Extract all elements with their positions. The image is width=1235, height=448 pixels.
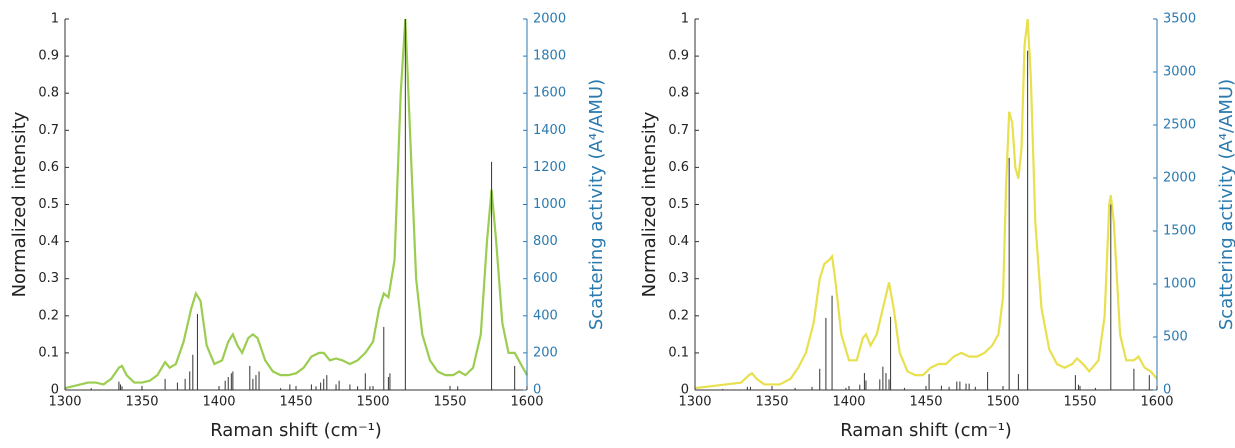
y2-tick-label: 1800 <box>533 49 566 64</box>
y-tick-label: 0.2 <box>38 308 59 323</box>
y2-tick-label: 500 <box>1163 330 1188 345</box>
x-tick-label: 1350 <box>125 395 158 410</box>
y-tick-label: 0.5 <box>668 197 689 212</box>
y-tick-label: 0.5 <box>38 197 59 212</box>
x-tick-label: 1550 <box>433 395 466 410</box>
y2-tick-label: 1600 <box>533 86 566 101</box>
y2-tick-label: 400 <box>533 308 558 323</box>
x-axis-label: Raman shift (cm⁻¹) <box>210 420 382 441</box>
y2-tick-label: 0 <box>533 383 541 398</box>
y-tick-label: 0.7 <box>38 123 59 138</box>
y-tick-label: 0 <box>51 383 59 398</box>
x-tick-label: 1300 <box>48 395 81 410</box>
y-tick-label: 0.2 <box>668 308 689 323</box>
y-tick-label: 0.8 <box>668 86 689 101</box>
y2-tick-label: 1000 <box>533 197 566 212</box>
spectrum-line <box>694 18 1158 390</box>
y2-tick-label: 600 <box>533 271 558 286</box>
y-axis-label: Normalized intensity <box>9 111 30 297</box>
x-tick-label: 1450 <box>279 395 312 410</box>
y-tick-label: 0.6 <box>38 160 59 175</box>
y-tick-label: 1 <box>681 12 689 27</box>
y2-tick-label: 1500 <box>1163 224 1196 239</box>
y2-tick-label: 2500 <box>1163 118 1196 133</box>
y2-tick-label: 1200 <box>533 160 566 175</box>
x-tick-label: 1500 <box>986 395 1019 410</box>
x-axis-label: Raman shift (cm⁻¹) <box>840 420 1012 441</box>
y-tick-label: 0.8 <box>38 86 59 101</box>
x-tick-label: 1450 <box>909 395 942 410</box>
y2-axis-label: Scattering activity (A⁴/AMU) <box>586 79 607 330</box>
x-tick-label: 1500 <box>356 395 389 410</box>
x-tick-label: 1400 <box>202 395 235 410</box>
x-tick-label: 1300 <box>678 395 711 410</box>
y-tick-label: 0.1 <box>668 345 689 360</box>
x-tick-label: 1350 <box>755 395 788 410</box>
y2-tick-label: 3500 <box>1163 12 1196 27</box>
y2-tick-label: 1000 <box>1163 277 1196 292</box>
y2-tick-label: 200 <box>533 345 558 360</box>
y-tick-label: 0.3 <box>668 271 689 286</box>
y-tick-label: 0.7 <box>668 123 689 138</box>
y2-axis-label: Scattering activity (A⁴/AMU) <box>1216 79 1235 330</box>
y2-tick-label: 800 <box>533 234 558 249</box>
spectrum-line <box>64 18 528 390</box>
y-tick-label: 0.4 <box>38 234 59 249</box>
y-tick-label: 0 <box>681 383 689 398</box>
y-tick-label: 0.9 <box>668 49 689 64</box>
x-tick-label: 1400 <box>832 395 865 410</box>
x-tick-label: 1600 <box>510 395 543 410</box>
y-tick-label: 0.4 <box>668 234 689 249</box>
y2-tick-label: 0 <box>1163 383 1171 398</box>
y2-tick-label: 3000 <box>1163 65 1196 80</box>
y-tick-label: 1 <box>51 12 59 27</box>
x-tick-label: 1550 <box>1063 395 1096 410</box>
y2-tick-label: 1400 <box>533 123 566 138</box>
y-tick-label: 0.6 <box>668 160 689 175</box>
y-axis-label: Normalized intensity <box>639 111 660 297</box>
y-tick-label: 0.1 <box>38 345 59 360</box>
x-tick-label: 1600 <box>1140 395 1173 410</box>
y2-tick-label: 2000 <box>533 12 566 27</box>
y2-tick-label: 2000 <box>1163 171 1196 186</box>
y-tick-label: 0.3 <box>38 271 59 286</box>
y-tick-label: 0.9 <box>38 49 59 64</box>
